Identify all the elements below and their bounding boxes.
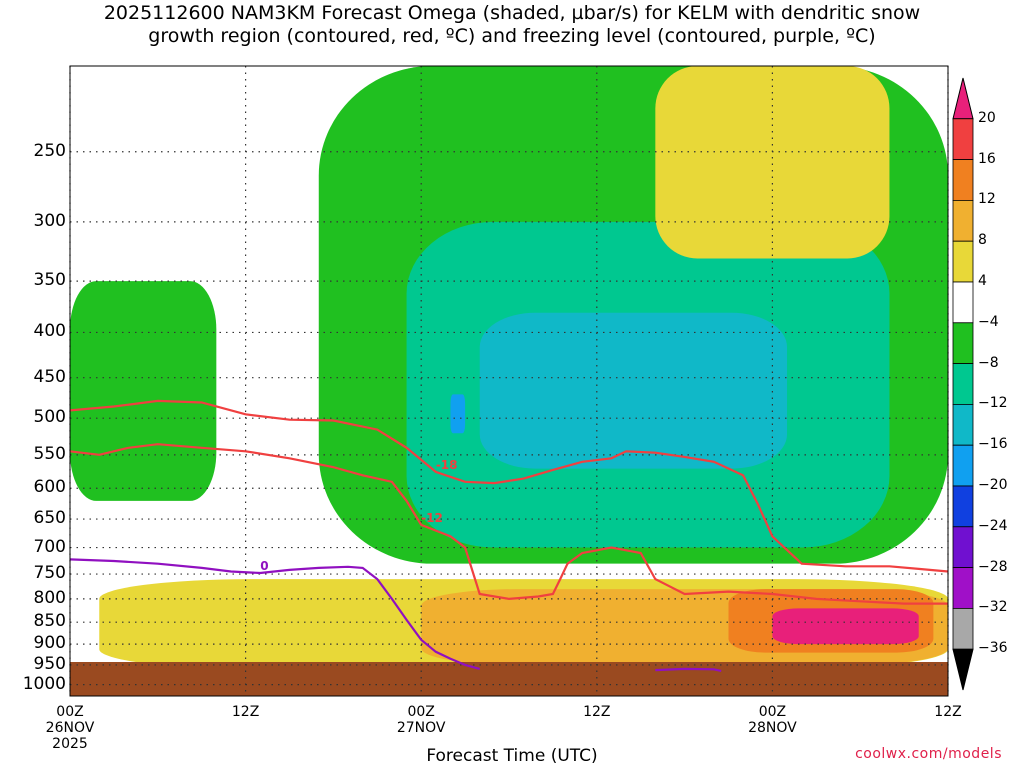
colorbar-label-5: −4 bbox=[978, 313, 999, 330]
omega-patch-0 bbox=[70, 281, 217, 501]
colorbar-label-6: −8 bbox=[978, 354, 999, 371]
colorbar-band-13 bbox=[952, 608, 974, 650]
x-tick-text-0-0: 00Z bbox=[56, 704, 84, 720]
contour-lines: -18 -12 0 bbox=[69, 399, 949, 672]
y-tick-label-350: 350 bbox=[33, 270, 66, 291]
y-tick-label-500: 500 bbox=[33, 407, 66, 428]
colorbar-band-1 bbox=[952, 118, 974, 161]
x-tick-text-3-0: 12Z bbox=[583, 704, 611, 720]
plot-frame bbox=[69, 65, 949, 697]
omega-patch-3 bbox=[479, 312, 788, 469]
colorbar-band-3 bbox=[952, 199, 974, 242]
contour-dendritic-12 bbox=[69, 443, 948, 605]
contour-dendritic-18 bbox=[69, 399, 949, 573]
y-tick-label-900: 900 bbox=[33, 633, 66, 654]
colorbar-band-7 bbox=[952, 363, 974, 405]
omega-patch-8 bbox=[772, 608, 919, 645]
contour-freezing-0 bbox=[69, 558, 480, 670]
colorbar-band-5 bbox=[952, 281, 974, 324]
x-tick-text-1-0: 12Z bbox=[231, 704, 260, 720]
x-tick-label-2: 00Z 27NOV bbox=[391, 704, 451, 736]
x-tick-text-2-1: 27NOV bbox=[396, 720, 446, 736]
colorbar-band-0 bbox=[952, 77, 974, 120]
colorbar-label-7: −12 bbox=[978, 395, 1008, 412]
x-tick-text-4-0: 00Z bbox=[758, 704, 787, 720]
y-tick-label-550: 550 bbox=[33, 443, 66, 464]
y-tick-label-1000: 1000 bbox=[22, 673, 66, 694]
x-tick-label-4: 00Z 28NOV bbox=[742, 704, 802, 736]
colorbar-label-8: −16 bbox=[978, 436, 1008, 453]
colorbar-band-4 bbox=[952, 240, 974, 283]
y-tick-label-850: 850 bbox=[33, 611, 66, 632]
colorbar-band-8 bbox=[952, 403, 974, 446]
y-tick-label-950: 950 bbox=[33, 653, 66, 674]
colorbar-band-14 bbox=[952, 648, 974, 691]
colorbar-band-9 bbox=[952, 444, 974, 487]
colorbar-label-9: −20 bbox=[978, 477, 1008, 493]
colorbar-label-1: 16 bbox=[978, 150, 996, 167]
chart-title-line2: growth region (contoured, red, ºC) and f… bbox=[148, 25, 876, 47]
x-tick-label-3: 12Z bbox=[567, 704, 627, 720]
y-tick-label-250: 250 bbox=[33, 140, 66, 161]
x-tick-text-0-1: 26NOV bbox=[45, 720, 95, 736]
colorbar-label-12: −32 bbox=[978, 599, 1008, 616]
colorbar-band-11 bbox=[952, 526, 974, 568]
y-tick-label-650: 650 bbox=[33, 508, 66, 529]
colorbar-label-3: 8 bbox=[978, 232, 987, 249]
x-tick-label-1: 12Z bbox=[216, 704, 276, 720]
omega-shading bbox=[70, 66, 949, 669]
y-tick-label-450: 450 bbox=[33, 366, 66, 387]
x-tick-text-5-0: 12Z bbox=[934, 704, 962, 720]
x-tick-label-5: 12Z bbox=[918, 704, 978, 720]
colorbar-label-13: −36 bbox=[978, 640, 1008, 657]
y-tick-label-700: 700 bbox=[33, 536, 66, 557]
colorbar-label-0: 20 bbox=[978, 109, 996, 126]
contour-label-freezing-0: 0 bbox=[260, 559, 268, 573]
colorbar-label-4: 4 bbox=[978, 273, 987, 289]
chart-title-line1: 2025112600 NAM3KM Forecast Omega (shaded… bbox=[103, 2, 921, 24]
colorbar-band-10 bbox=[952, 485, 974, 528]
omega-patch-9 bbox=[655, 66, 890, 259]
y-tick-label-400: 400 bbox=[33, 321, 66, 342]
y-tick-label-800: 800 bbox=[33, 587, 66, 608]
contour-freezing-0-b bbox=[655, 667, 722, 672]
x-tick-text-2-0: 00Z bbox=[407, 704, 435, 720]
contour-label-dendritic-18: -18 bbox=[436, 458, 458, 472]
ground-surface bbox=[70, 662, 948, 696]
x-tick-text-0-2: 2025 bbox=[52, 736, 88, 752]
colorbar-label-10: −24 bbox=[978, 517, 1008, 534]
credit-text: coolwx.com/models bbox=[855, 746, 1002, 762]
colorbar-label-2: 12 bbox=[978, 191, 996, 208]
x-axis-title: Forecast Time (UTC) bbox=[426, 746, 598, 766]
colorbar-label-11: −28 bbox=[978, 558, 1008, 575]
y-tick-label-300: 300 bbox=[33, 210, 66, 231]
omega-patch-4 bbox=[450, 394, 466, 434]
x-tick-label-0: 00Z 26NOV 2025 bbox=[40, 704, 100, 752]
colorbar bbox=[952, 77, 974, 691]
y-tick-label-750: 750 bbox=[33, 563, 66, 584]
colorbar-band-12 bbox=[952, 567, 974, 609]
colorbar-band-2 bbox=[952, 159, 974, 201]
x-tick-text-4-1: 28NOV bbox=[748, 720, 797, 736]
contour-label-dendritic-12: -12 bbox=[421, 511, 443, 525]
chart-title: 2025112600 NAM3KM Forecast Omega (shaded… bbox=[0, 2, 1024, 48]
colorbar-band-6 bbox=[952, 322, 974, 364]
y-tick-label-600: 600 bbox=[33, 477, 66, 498]
